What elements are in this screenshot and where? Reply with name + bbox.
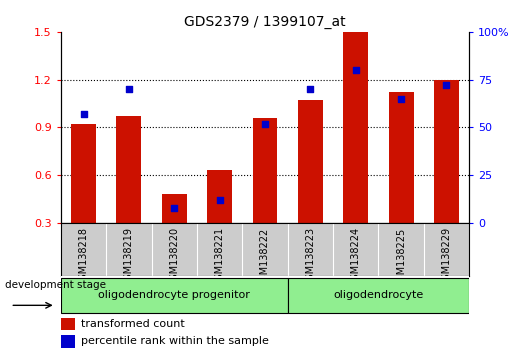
Bar	[343, 32, 368, 223]
Bar	[71, 124, 96, 223]
Bar	[288, 278, 469, 313]
Point	[261, 121, 269, 126]
Point	[125, 86, 133, 92]
Bar	[117, 116, 142, 223]
Title: GDS2379 / 1399107_at: GDS2379 / 1399107_at	[184, 16, 346, 29]
Text: GSM138219: GSM138219	[124, 227, 134, 286]
Bar	[434, 80, 459, 223]
Text: transformed count: transformed count	[81, 319, 184, 329]
Bar	[61, 335, 75, 348]
Text: percentile rank within the sample: percentile rank within the sample	[81, 336, 269, 346]
Text: oligodendrocyte progenitor: oligodendrocyte progenitor	[99, 290, 250, 300]
Bar	[61, 278, 288, 313]
Text: GSM138223: GSM138223	[305, 227, 315, 286]
Text: GSM138229: GSM138229	[441, 227, 452, 286]
Text: GSM138224: GSM138224	[351, 227, 361, 286]
Bar	[388, 92, 413, 223]
Point	[80, 111, 88, 117]
Point	[306, 86, 315, 92]
Text: oligodendrocyte: oligodendrocyte	[333, 290, 423, 300]
Point	[215, 197, 224, 203]
Point	[351, 67, 360, 73]
Bar	[298, 101, 323, 223]
Text: GSM138221: GSM138221	[215, 227, 225, 286]
Text: GSM138225: GSM138225	[396, 227, 406, 286]
Point	[170, 205, 179, 211]
Text: GSM138222: GSM138222	[260, 227, 270, 286]
Text: GSM138218: GSM138218	[78, 227, 89, 286]
Bar	[207, 170, 232, 223]
Point	[442, 82, 450, 88]
Bar	[61, 318, 75, 330]
Point	[397, 96, 405, 102]
Text: GSM138220: GSM138220	[169, 227, 179, 286]
Bar	[162, 194, 187, 223]
Text: development stage: development stage	[5, 280, 107, 290]
Bar	[252, 118, 278, 223]
